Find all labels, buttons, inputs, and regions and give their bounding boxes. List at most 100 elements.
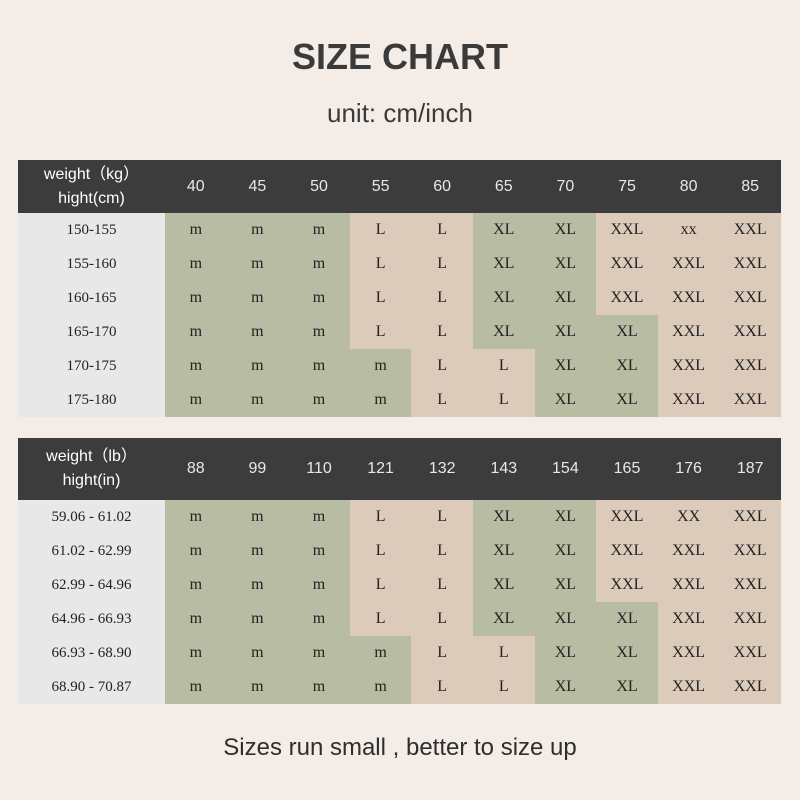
size-cell: m bbox=[226, 213, 289, 247]
size-cell: L bbox=[349, 281, 412, 315]
column-header: 88 bbox=[165, 438, 227, 500]
size-cell: m bbox=[288, 281, 350, 315]
size-table-metric: weight（kg） hight(cm) 40 45 50 55 60 65 70 75 80 85 1… bbox=[18, 160, 781, 417]
size-cell: L bbox=[349, 500, 412, 534]
row-label: 165-170 bbox=[18, 315, 165, 349]
page-title: SIZE CHART bbox=[292, 36, 508, 77]
size-cell: L bbox=[411, 315, 473, 349]
row-label: 68.90 - 70.87 bbox=[18, 670, 165, 704]
size-cell: m bbox=[165, 213, 227, 247]
size-cell: m bbox=[165, 670, 227, 704]
size-cell: XL bbox=[534, 534, 597, 568]
size-cell: XXL bbox=[719, 534, 781, 568]
size-cell: L bbox=[411, 281, 473, 315]
size-cell: XXL bbox=[657, 383, 720, 417]
size-cell: L bbox=[472, 349, 535, 383]
size-cell: m bbox=[226, 670, 289, 704]
size-cell: XL bbox=[472, 534, 535, 568]
size-cell: m bbox=[226, 534, 289, 568]
corner-weight-label: weight（lb） bbox=[46, 448, 137, 465]
column-header: 45 bbox=[226, 160, 289, 213]
column-header: 80 bbox=[657, 160, 720, 213]
size-cell: XX bbox=[657, 500, 720, 534]
column-header: 55 bbox=[349, 160, 412, 213]
size-cell: XXL bbox=[596, 568, 658, 602]
size-cell: m bbox=[288, 670, 350, 704]
row-label: 175-180 bbox=[18, 383, 165, 417]
column-header: 187 bbox=[719, 438, 781, 500]
unit-label: unit: cm/inch bbox=[327, 98, 473, 128]
size-cell: m bbox=[165, 534, 227, 568]
size-cell: m bbox=[349, 670, 412, 704]
size-table-imperial: weight（lb） hight(in) 88 99 110 121 132 143 154 16… bbox=[18, 438, 781, 704]
size-cell: m bbox=[226, 349, 289, 383]
size-cell: XXL bbox=[657, 568, 720, 602]
row-label: 160-165 bbox=[18, 281, 165, 315]
size-cell: XXL bbox=[719, 315, 781, 349]
size-cell: L bbox=[349, 213, 412, 247]
size-cell: XXL bbox=[657, 636, 720, 670]
size-cell: m bbox=[349, 383, 412, 417]
size-cell: XL bbox=[534, 213, 597, 247]
column-header: 165 bbox=[596, 438, 658, 500]
size-cell: XXL bbox=[657, 534, 720, 568]
row-label: 66.93 - 68.90 bbox=[18, 636, 165, 670]
size-cell: m bbox=[226, 500, 289, 534]
size-cell: XXL bbox=[719, 602, 781, 636]
size-cell: XL bbox=[534, 568, 597, 602]
size-cell: m bbox=[226, 636, 289, 670]
size-cell: m bbox=[165, 636, 227, 670]
size-cell: m bbox=[288, 247, 350, 281]
size-cell: L bbox=[349, 247, 412, 281]
size-cell: L bbox=[411, 602, 473, 636]
size-cell: XXL bbox=[596, 534, 658, 568]
size-cell: m bbox=[226, 383, 289, 417]
column-header: 65 bbox=[472, 160, 535, 213]
size-cell: m bbox=[165, 500, 227, 534]
column-header: 110 bbox=[288, 438, 350, 500]
size-cell: L bbox=[411, 636, 473, 670]
size-cell: m bbox=[165, 281, 227, 315]
size-cell: XXL bbox=[719, 383, 781, 417]
size-cell: XXL bbox=[719, 247, 781, 281]
size-cell: m bbox=[226, 568, 289, 602]
size-cell: L bbox=[411, 500, 473, 534]
size-cell: m bbox=[226, 315, 289, 349]
size-cell: L bbox=[349, 602, 412, 636]
row-label: 62.99 - 64.96 bbox=[18, 568, 165, 602]
corner-weight-label: weight（kg） bbox=[43, 165, 140, 183]
size-cell: XXL bbox=[596, 500, 658, 534]
size-cell: m bbox=[288, 534, 350, 568]
column-header: 50 bbox=[288, 160, 350, 213]
size-cell: XL bbox=[534, 602, 597, 636]
size-cell: m bbox=[165, 568, 227, 602]
size-cell: m bbox=[165, 602, 227, 636]
size-cell: XL bbox=[472, 247, 535, 281]
size-cell: XXL bbox=[719, 636, 781, 670]
size-cell: L bbox=[472, 636, 535, 670]
corner-height-label: hight(in) bbox=[62, 472, 121, 489]
size-cell: L bbox=[411, 247, 473, 281]
size-cell: L bbox=[349, 534, 412, 568]
size-cell: XL bbox=[472, 568, 535, 602]
size-cell: XL bbox=[596, 670, 658, 704]
size-cell: XXL bbox=[657, 349, 720, 383]
size-cell: L bbox=[349, 315, 412, 349]
size-cell: XL bbox=[472, 281, 535, 315]
size-cell: XXL bbox=[596, 213, 658, 247]
size-cell: XL bbox=[596, 383, 658, 417]
row-label: 150-155 bbox=[18, 213, 165, 247]
size-cell: XXL bbox=[657, 247, 720, 281]
size-cell: XXL bbox=[657, 602, 720, 636]
size-cell: XL bbox=[534, 500, 597, 534]
size-cell: L bbox=[472, 383, 535, 417]
size-cell: L bbox=[349, 568, 412, 602]
size-cell: m bbox=[165, 247, 227, 281]
size-cell: m bbox=[288, 349, 350, 383]
row-label: 170-175 bbox=[18, 349, 165, 383]
column-header: 143 bbox=[472, 438, 535, 500]
size-cell: m bbox=[288, 315, 350, 349]
size-cell: XL bbox=[596, 349, 658, 383]
size-cell: L bbox=[411, 568, 473, 602]
column-header: 70 bbox=[534, 160, 597, 213]
